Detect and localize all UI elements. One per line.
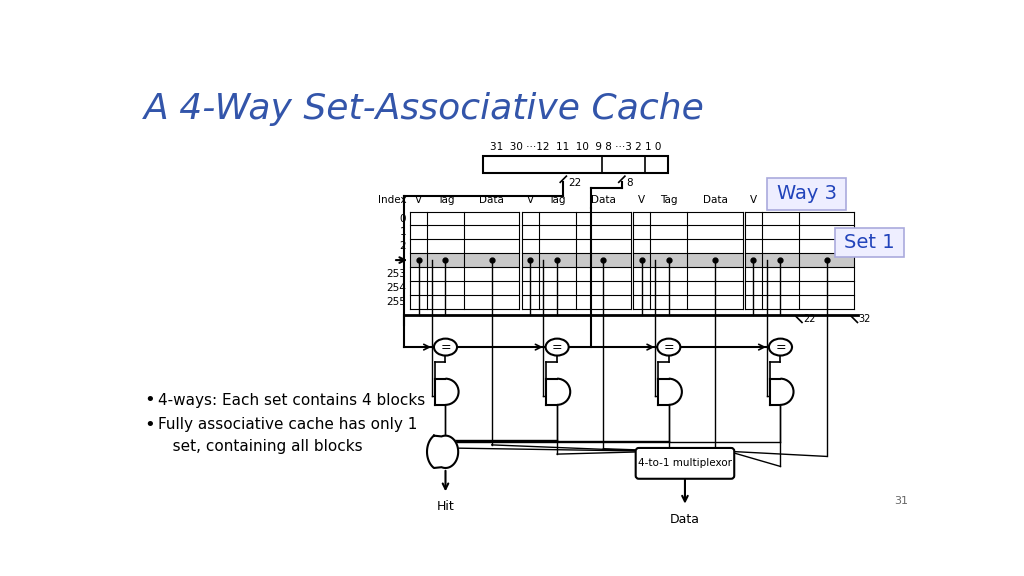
Bar <box>634 281 742 295</box>
Text: Tag: Tag <box>549 195 566 206</box>
FancyBboxPatch shape <box>636 448 734 479</box>
Text: 1: 1 <box>399 228 407 237</box>
Text: •: • <box>144 416 156 434</box>
Text: 253: 253 <box>386 269 407 279</box>
Ellipse shape <box>434 339 457 355</box>
Bar <box>410 253 519 267</box>
Text: 8: 8 <box>627 177 633 188</box>
Bar <box>410 239 519 253</box>
Text: V: V <box>750 195 757 206</box>
Text: V: V <box>638 195 645 206</box>
Bar <box>634 239 742 253</box>
Bar <box>745 267 854 281</box>
Text: Tag: Tag <box>660 195 678 206</box>
Ellipse shape <box>769 339 792 355</box>
Text: 254: 254 <box>386 283 407 293</box>
Text: Data: Data <box>702 195 727 206</box>
Bar <box>745 295 854 309</box>
Polygon shape <box>445 378 459 405</box>
Bar <box>745 253 854 267</box>
Text: 4-ways: Each set contains 4 blocks: 4-ways: Each set contains 4 blocks <box>158 393 425 408</box>
Text: =: = <box>775 340 785 354</box>
Text: V: V <box>526 195 534 206</box>
Bar <box>634 225 742 239</box>
Bar <box>634 267 742 281</box>
Bar <box>634 295 742 309</box>
Bar <box>521 281 631 295</box>
Bar <box>745 211 854 225</box>
FancyBboxPatch shape <box>767 177 846 210</box>
Text: 0: 0 <box>399 214 407 223</box>
Text: Hit: Hit <box>436 499 455 513</box>
Text: 22: 22 <box>803 314 815 324</box>
Bar <box>770 378 780 405</box>
Bar <box>547 378 557 405</box>
Polygon shape <box>557 378 570 405</box>
Bar <box>410 267 519 281</box>
Ellipse shape <box>657 339 680 355</box>
Ellipse shape <box>546 339 568 355</box>
Bar <box>483 156 668 173</box>
Text: 31  30 ···12  11  10  9 8 ···3 2 1 0: 31 30 ···12 11 10 9 8 ···3 2 1 0 <box>489 142 662 151</box>
Bar <box>435 378 445 405</box>
Text: 31: 31 <box>894 497 908 506</box>
Bar <box>410 225 519 239</box>
Bar <box>521 295 631 309</box>
Bar <box>521 267 631 281</box>
Text: Data: Data <box>814 195 839 206</box>
Text: 255: 255 <box>386 297 407 306</box>
Bar <box>658 378 669 405</box>
Bar <box>634 253 742 267</box>
Text: A 4-Way Set-Associative Cache: A 4-Way Set-Associative Cache <box>144 92 706 126</box>
Text: Tag: Tag <box>772 195 790 206</box>
Bar <box>410 295 519 309</box>
FancyBboxPatch shape <box>836 228 904 257</box>
Bar <box>745 225 854 239</box>
Text: Fully associative cache has only 1: Fully associative cache has only 1 <box>158 418 417 433</box>
Bar <box>410 281 519 295</box>
Bar <box>521 225 631 239</box>
Text: 32: 32 <box>858 314 870 324</box>
Text: =: = <box>440 340 451 354</box>
Text: 22: 22 <box>568 177 582 188</box>
Text: 2: 2 <box>399 241 407 251</box>
Polygon shape <box>427 435 458 468</box>
Text: Set 1: Set 1 <box>845 233 895 252</box>
Bar <box>521 211 631 225</box>
Text: Data: Data <box>591 195 615 206</box>
Text: Way 3: Way 3 <box>776 184 837 203</box>
Bar <box>410 211 519 225</box>
Text: Data: Data <box>479 195 504 206</box>
Bar <box>745 281 854 295</box>
Text: Tag: Tag <box>437 195 455 206</box>
Text: =: = <box>664 340 674 354</box>
Polygon shape <box>669 378 682 405</box>
Bar <box>745 239 854 253</box>
Text: •: • <box>144 391 156 409</box>
Text: Index: Index <box>378 195 407 206</box>
Text: =: = <box>552 340 562 354</box>
Text: set, containing all blocks: set, containing all blocks <box>158 439 362 454</box>
Bar <box>634 211 742 225</box>
Bar <box>521 239 631 253</box>
Polygon shape <box>780 378 794 405</box>
Text: V: V <box>415 195 422 206</box>
Text: 4-to-1 multiplexor: 4-to-1 multiplexor <box>638 458 732 468</box>
Text: Data: Data <box>670 513 700 526</box>
Bar <box>521 253 631 267</box>
